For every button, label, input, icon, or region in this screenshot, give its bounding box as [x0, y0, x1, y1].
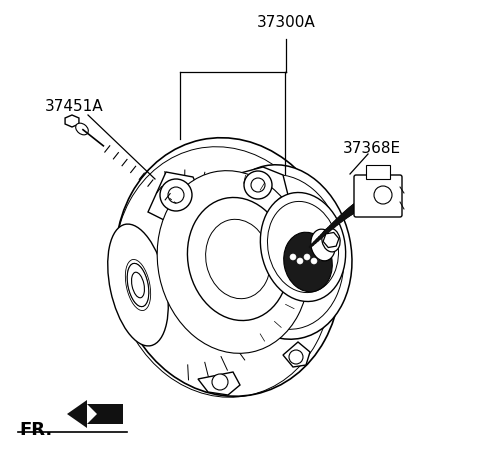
Polygon shape: [148, 173, 203, 223]
Circle shape: [311, 258, 317, 264]
Text: 37451A: 37451A: [45, 98, 103, 113]
Ellipse shape: [127, 264, 149, 307]
Ellipse shape: [108, 224, 168, 346]
Polygon shape: [65, 116, 79, 128]
Ellipse shape: [267, 202, 338, 293]
Circle shape: [297, 258, 303, 264]
Ellipse shape: [205, 220, 270, 299]
Ellipse shape: [115, 139, 341, 397]
Circle shape: [318, 254, 324, 260]
Text: FR.: FR.: [19, 420, 53, 438]
Circle shape: [244, 172, 272, 200]
Ellipse shape: [284, 233, 332, 292]
Ellipse shape: [322, 229, 340, 252]
Polygon shape: [87, 404, 123, 424]
Polygon shape: [223, 168, 288, 206]
FancyBboxPatch shape: [354, 176, 402, 218]
Ellipse shape: [222, 175, 344, 330]
Circle shape: [212, 374, 228, 390]
Polygon shape: [283, 342, 310, 367]
Circle shape: [290, 254, 296, 260]
Polygon shape: [323, 233, 339, 248]
Bar: [366, 166, 390, 179]
Polygon shape: [198, 372, 240, 395]
Ellipse shape: [214, 165, 352, 340]
Circle shape: [160, 179, 192, 212]
Ellipse shape: [132, 273, 144, 298]
Ellipse shape: [311, 230, 335, 261]
Polygon shape: [67, 400, 87, 428]
Circle shape: [304, 254, 310, 260]
Ellipse shape: [157, 171, 309, 353]
Circle shape: [289, 350, 303, 364]
Text: 37300A: 37300A: [257, 15, 315, 29]
Ellipse shape: [76, 124, 88, 135]
Text: 37368E: 37368E: [343, 140, 401, 155]
Ellipse shape: [260, 193, 346, 302]
Ellipse shape: [187, 198, 288, 321]
